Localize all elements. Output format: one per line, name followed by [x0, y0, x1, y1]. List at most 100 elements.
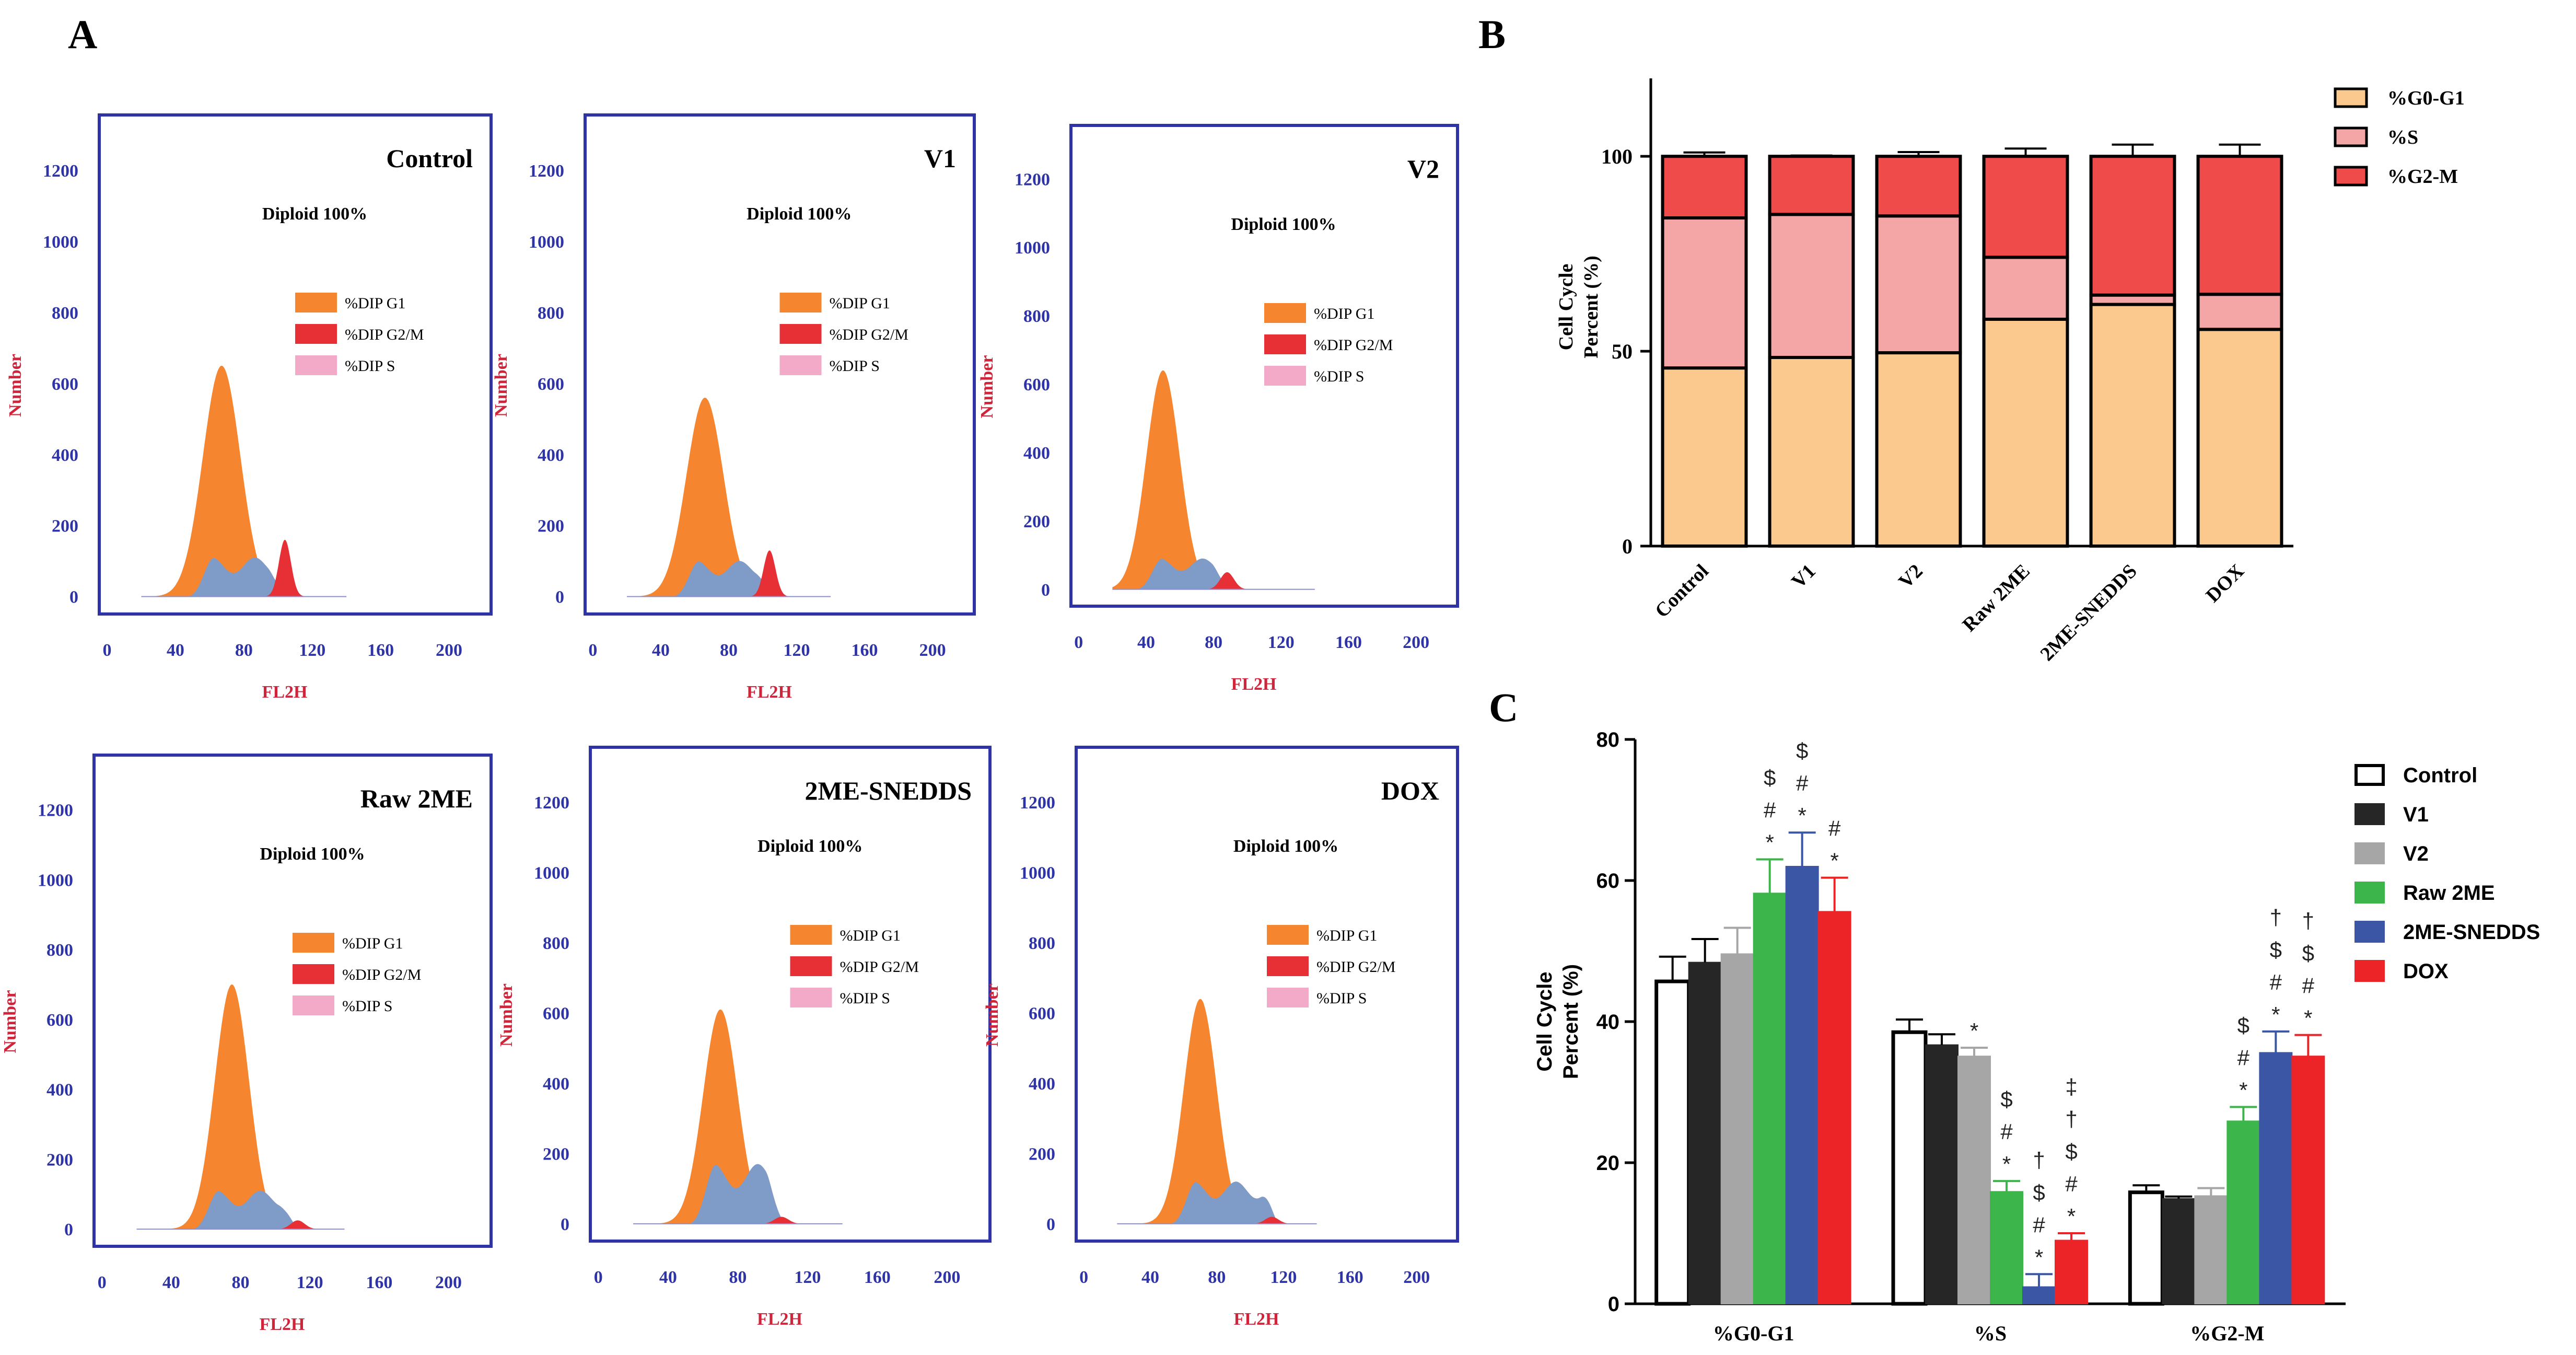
legend-swatch [2334, 166, 2368, 187]
x-tick-label: 120 [1268, 633, 1295, 652]
x-tick-label: 80 [232, 1273, 250, 1292]
y-tick-label: 600 [1029, 1004, 1055, 1023]
x-axis-label: FL2H [1234, 1310, 1279, 1329]
x-axis-label: FL2H [757, 1310, 802, 1329]
legend-label: %DIP G1 [342, 935, 403, 952]
significance-mark: $ [1796, 738, 1808, 763]
histogram-frame [98, 113, 493, 616]
y-tick-label: 400 [1029, 1074, 1055, 1094]
bar [2259, 1052, 2293, 1305]
significance-mark: $ [2033, 1180, 2045, 1205]
x-tick-label: 200 [1403, 1268, 1430, 1287]
x-tick-label: 200 [436, 641, 462, 660]
x-tick-label: 40 [652, 641, 670, 660]
bar [1957, 1056, 1991, 1305]
legend-label: %DIP G1 [1316, 927, 1377, 944]
bar-segment [1982, 317, 2069, 548]
x-tick-label: 120 [794, 1268, 821, 1287]
y-tick-label: 400 [538, 446, 564, 465]
x-tick-label: 40 [162, 1273, 180, 1292]
significance-mark: * [1765, 830, 1774, 855]
significance-mark: $ [1764, 766, 1776, 790]
significance-mark: * [2239, 1078, 2247, 1102]
y-tick-label: 1200 [1020, 793, 1055, 813]
legend-label: DOX [2403, 960, 2449, 983]
x-axis-label: FL2H [747, 682, 792, 702]
legend-label: %S [2387, 126, 2418, 148]
y-tick-label: 80 [1596, 728, 1620, 751]
significance-mark: # [2270, 970, 2282, 994]
significance-mark: $ [2237, 1013, 2249, 1037]
y-tick-label: 0 [69, 588, 78, 607]
y-tick-label: 1200 [1015, 170, 1050, 189]
x-tick-label: 0 [103, 641, 112, 660]
legend-swatch [1267, 956, 1309, 976]
g2m-peak-area [1117, 1217, 1317, 1224]
legend-label: %DIP G1 [345, 295, 405, 312]
y-tick-label: 1200 [534, 793, 569, 813]
y-tick-label: 600 [543, 1004, 569, 1023]
significance-mark: # [1796, 771, 1809, 795]
bar [1654, 979, 1691, 1306]
g1-peak-area [633, 1009, 843, 1224]
legend-swatch [2354, 921, 2385, 943]
y-axis-label: Number [983, 983, 1002, 1047]
x-tick-label: 120 [1270, 1268, 1297, 1287]
y-tick-label: 200 [538, 517, 564, 536]
significance-mark: # [2000, 1119, 2013, 1144]
x-axis-label: FL2H [262, 682, 308, 702]
significance-mark: # [2302, 974, 2315, 998]
y-tick-label: 600 [1023, 375, 1050, 395]
overlap-area [626, 561, 831, 597]
g2m-peak-area [633, 1217, 843, 1224]
histogram-panel-2: 0 40 80 120 160 200 0 200 400 600 800 1000 1200 FL2H N… [492, 113, 976, 702]
y-axis-label: Cell Cycle [1533, 971, 1556, 1071]
bar [1817, 911, 1851, 1304]
legend-swatch [1267, 925, 1309, 945]
legend-label: V2 [2403, 842, 2429, 865]
y-axis-label: Number [977, 355, 997, 419]
x-tick-label: 0 [1079, 1268, 1088, 1287]
legend-swatch [293, 995, 334, 1015]
bar [1720, 953, 1754, 1304]
y-tick-label: 1000 [1020, 864, 1055, 883]
bar-segment [1768, 213, 1855, 360]
x-tick-label: 160 [367, 641, 394, 660]
diploid-label: Diploid 100% [262, 204, 367, 224]
legend-label: %G0-G1 [2387, 87, 2465, 109]
y-tick-label: 200 [46, 1150, 73, 1169]
legend-swatch [2354, 882, 2385, 904]
bar-segment [1661, 366, 1748, 548]
overlap-area [633, 1164, 843, 1224]
legend-label: 2ME-SNEDDS [2403, 921, 2540, 944]
legend-swatch [790, 925, 832, 945]
bar-segment [1768, 356, 1855, 548]
significance-mark: ‡ [2065, 1074, 2077, 1099]
x-tick-label: 2ME-SNEDDS [2036, 560, 2141, 665]
overlap-area [1117, 1182, 1317, 1224]
legend-label: %G2-M [2387, 166, 2458, 188]
y-tick-label: 1200 [43, 161, 78, 181]
bar [1990, 1191, 2023, 1305]
y-tick-label: 1200 [529, 161, 564, 181]
x-tick-label: 0 [98, 1273, 107, 1292]
legend-label: %DIP G2/M [830, 326, 908, 343]
y-tick-label: 0 [1041, 581, 1050, 600]
histogram-frame [1069, 124, 1459, 608]
legend-label: %DIP G1 [1314, 305, 1374, 322]
x-tick-label: 40 [1141, 1268, 1159, 1287]
legend-label: %DIP S [345, 357, 395, 375]
legend-label: %DIP G2/M [345, 326, 424, 343]
bar [2162, 1198, 2196, 1305]
bar [2291, 1056, 2325, 1305]
x-tick-label: 200 [934, 1268, 960, 1287]
x-tick-label: DOX [2201, 560, 2248, 607]
y-tick-label: 0 [64, 1220, 73, 1240]
x-tick-label: 80 [235, 641, 253, 660]
stacked-bar-chart: 0 50 100 Cell Cycle Percent (%) Control V1 V2 Ra… [1555, 78, 2465, 665]
diploid-label: Diploid 100% [757, 837, 862, 856]
y-tick-label: 0 [1622, 535, 1633, 558]
y-tick-label: 0 [555, 588, 564, 607]
bar [1688, 962, 1722, 1304]
